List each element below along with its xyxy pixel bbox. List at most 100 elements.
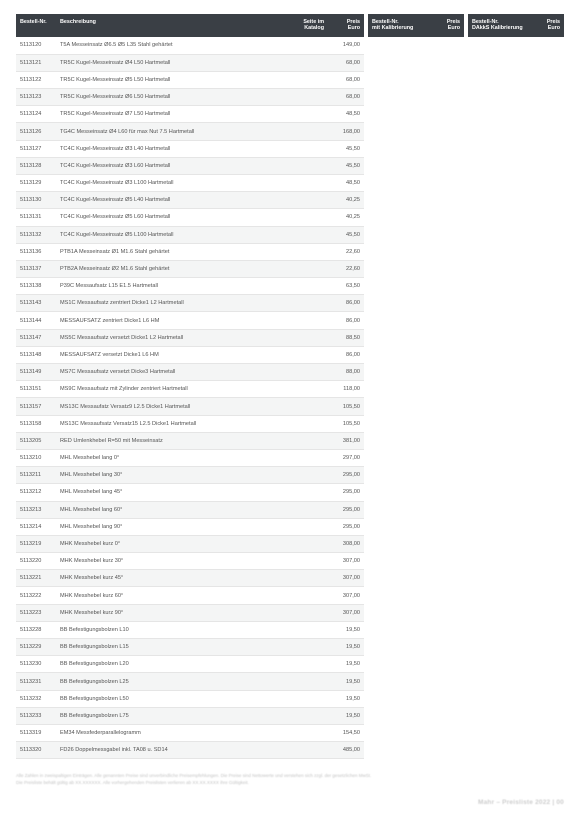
cell-price: 295,00	[328, 484, 364, 501]
cell-page	[292, 295, 328, 312]
cell-desc: MS7C Messaufsatz versetzt Dicke3 Hartmet…	[56, 364, 292, 381]
main-price-table: Bestell-Nr. Beschreibung Seite imKatalog…	[16, 14, 364, 759]
cell-price: 307,00	[328, 570, 364, 587]
cell-desc: TC4C Kugel-Messeinsatz Ø5 L40 Hartmetall	[56, 192, 292, 209]
cell-desc: BB Befestigungsbolzen L25	[56, 673, 292, 690]
table-row: 5113143MS1C Messaufsatz zentriert Dicke1…	[16, 295, 364, 312]
cell-order: 5113220	[16, 553, 56, 570]
table-row: 5113144MESSAUFSATZ zentriert Dicke1 L6 H…	[16, 312, 364, 329]
cell-price: 295,00	[328, 518, 364, 535]
cell-order: 5113151	[16, 381, 56, 398]
table-row: 5113128TC4C Kugel-Messeinsatz Ø3 L60 Har…	[16, 157, 364, 174]
cell-page	[292, 226, 328, 243]
cell-page	[292, 724, 328, 741]
cell-order: 5113157	[16, 398, 56, 415]
th-price: PreisEuro	[328, 14, 364, 37]
cell-desc: MHK Messhebel kurz 30°	[56, 553, 292, 570]
cell-price: 40,25	[328, 192, 364, 209]
cell-desc: T5A Messeinsatz Ø6.5 Ø5 L35 Stahl gehärt…	[56, 37, 292, 54]
cell-desc: TR5C Kugel-Messeinsatz Ø7 L50 Hartmetall	[56, 106, 292, 123]
cell-price: 118,00	[328, 381, 364, 398]
cell-page	[292, 604, 328, 621]
th-order: Bestell-Nr.	[16, 14, 56, 37]
table-row: 5113219MHK Messhebel kurz 0°308,00	[16, 535, 364, 552]
cell-desc: BB Befestigungsbolzen L15	[56, 639, 292, 656]
table-row: 5113213MHL Messhebel lang 60°295,00	[16, 501, 364, 518]
table-row: 5113210MHL Messhebel lang 0°297,00	[16, 449, 364, 466]
th-side1-price: PreisEuro	[434, 14, 464, 37]
cell-price: 295,00	[328, 501, 364, 518]
cell-page	[292, 518, 328, 535]
table-row: 5113229BB Befestigungsbolzen L1519,50	[16, 639, 364, 656]
cell-price: 149,00	[328, 37, 364, 54]
cell-desc: PTB2A Messeinsatz Ø2 M1.6 Stahl gehärtet	[56, 260, 292, 277]
cell-page	[292, 501, 328, 518]
table-row: 5113148MESSAUFSATZ versetzt Dicke1 L6 HM…	[16, 346, 364, 363]
table-row: 5113233BB Befestigungsbolzen L7519,50	[16, 707, 364, 724]
cell-page	[292, 192, 328, 209]
cell-price: 19,50	[328, 690, 364, 707]
cell-price: 45,50	[328, 226, 364, 243]
cell-page	[292, 37, 328, 54]
cell-desc: MHL Messhebel lang 0°	[56, 449, 292, 466]
cell-price: 297,00	[328, 449, 364, 466]
empty-cell	[368, 37, 434, 759]
cell-order: 5113124	[16, 106, 56, 123]
cell-page	[292, 673, 328, 690]
cell-desc: FD26 Doppelmessgabel inkl. TA08 u. SD14	[56, 742, 292, 759]
cell-order: 5113219	[16, 535, 56, 552]
cell-page	[292, 157, 328, 174]
table-row: 5113138P39C Messaufsatz L15 E1.5 Hartmet…	[16, 278, 364, 295]
cell-price: 22,60	[328, 243, 364, 260]
cell-price: 19,50	[328, 707, 364, 724]
cell-page	[292, 398, 328, 415]
table-row: 5113212MHL Messhebel lang 45°295,00	[16, 484, 364, 501]
cell-price: 105,50	[328, 415, 364, 432]
table-row: 5113158MS13C Messaufsatz Versatz15 L2.5 …	[16, 415, 364, 432]
cell-price: 68,00	[328, 54, 364, 71]
cell-price: 86,00	[328, 346, 364, 363]
cell-desc: MS9C Messaufsatz mit Zylinder zentriert …	[56, 381, 292, 398]
cell-order: 5113228	[16, 621, 56, 638]
cell-desc: MHK Messhebel kurz 45°	[56, 570, 292, 587]
cell-page	[292, 690, 328, 707]
cell-price: 45,50	[328, 140, 364, 157]
table-row: 5113122TR5C Kugel-Messeinsatz Ø5 L50 Har…	[16, 71, 364, 88]
cell-price: 19,50	[328, 621, 364, 638]
cell-price: 22,60	[328, 260, 364, 277]
cell-price: 307,00	[328, 587, 364, 604]
cell-desc: BB Befestigungsbolzen L50	[56, 690, 292, 707]
cell-desc: TC4C Kugel-Messeinsatz Ø5 L100 Hartmetal…	[56, 226, 292, 243]
cell-page	[292, 621, 328, 638]
empty-cell	[534, 37, 564, 759]
cell-price: 88,00	[328, 364, 364, 381]
cell-order: 5113149	[16, 364, 56, 381]
cell-page	[292, 484, 328, 501]
cell-desc: BB Befestigungsbolzen L75	[56, 707, 292, 724]
cell-page	[292, 449, 328, 466]
cell-price: 48,50	[328, 106, 364, 123]
cell-desc: EM34 Messfederparallelogramm	[56, 724, 292, 741]
cell-desc: MHL Messhebel lang 30°	[56, 467, 292, 484]
cell-page	[292, 54, 328, 71]
table-row: 5113127TC4C Kugel-Messeinsatz Ø3 L40 Har…	[16, 140, 364, 157]
cell-order: 5113126	[16, 123, 56, 140]
table-row: 5113121TR5C Kugel-Messeinsatz Ø4 L50 Har…	[16, 54, 364, 71]
cell-order: 5113205	[16, 432, 56, 449]
cell-order: 5113143	[16, 295, 56, 312]
cell-order: 5113214	[16, 518, 56, 535]
cell-page	[292, 364, 328, 381]
cell-price: 40,25	[328, 209, 364, 226]
cell-page	[292, 432, 328, 449]
cell-page	[292, 209, 328, 226]
cell-desc: TC4C Kugel-Messeinsatz Ø5 L60 Hartmetall	[56, 209, 292, 226]
cell-order: 5113123	[16, 89, 56, 106]
table-row: 5113232BB Befestigungsbolzen L5019,50	[16, 690, 364, 707]
cell-price: 485,00	[328, 742, 364, 759]
cell-order: 5113127	[16, 140, 56, 157]
table-row: 5113223MHK Messhebel kurz 90°307,00	[16, 604, 364, 621]
cell-price: 381,00	[328, 432, 364, 449]
cell-desc: TC4C Kugel-Messeinsatz Ø3 L60 Hartmetall	[56, 157, 292, 174]
cell-page	[292, 312, 328, 329]
cell-price: 307,00	[328, 604, 364, 621]
